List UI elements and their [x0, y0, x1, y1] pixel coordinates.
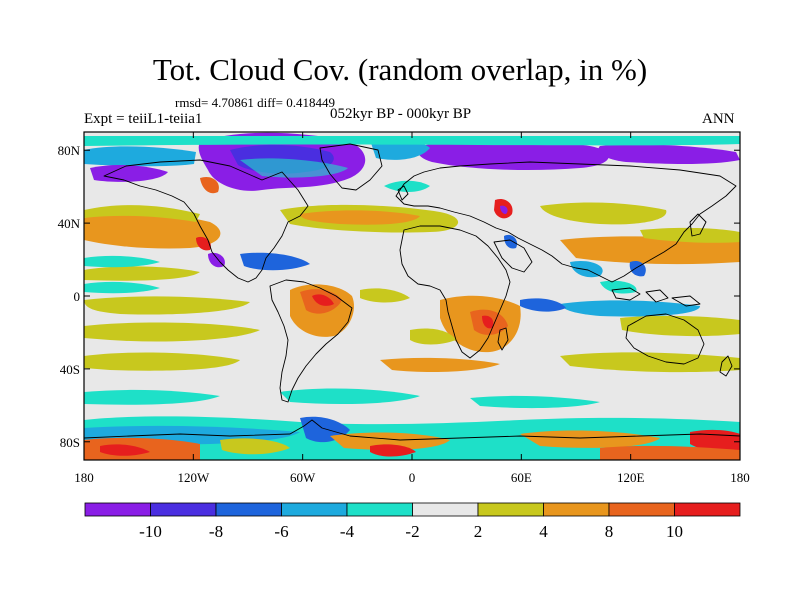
australia-coastline — [625, 313, 705, 365]
colorbar-swatch — [674, 502, 741, 517]
colorbar-swatch — [281, 502, 348, 517]
map-field — [84, 132, 740, 460]
japan-coastline — [689, 213, 707, 237]
lon-tick-label: 60E — [511, 470, 532, 485]
latitude-ticks: 80N 40N 0 40S 80S — [58, 143, 740, 450]
colorbar-swatch — [215, 502, 282, 517]
africa-coastline — [399, 225, 511, 359]
south-america-coastline — [269, 279, 353, 403]
greenland-coastline — [319, 143, 383, 191]
colorbar-swatch — [543, 502, 610, 517]
lat-tick-label: 40S — [60, 362, 80, 377]
colorbar-label: 2 — [474, 522, 483, 541]
lon-tick-label: 180 — [730, 470, 750, 485]
colorbar-label: -8 — [209, 522, 223, 541]
lon-tick-label: 120E — [617, 470, 645, 485]
coastlines — [84, 143, 740, 441]
north-america-coastline — [103, 159, 309, 283]
colorbar-label: -2 — [405, 522, 419, 541]
stats-label: rmsd= 4.70861 diff= 0.418449 — [175, 95, 335, 110]
period-label: 052kyr BP - 000kyr BP — [330, 106, 472, 122]
colorbar-swatch — [346, 502, 413, 517]
experiment-label: Expt = teiiL1-teiia1 — [84, 111, 203, 127]
colorbar-label: 8 — [605, 522, 614, 541]
lat-tick-label: 80S — [60, 435, 80, 450]
eurasia-coastline — [395, 161, 737, 283]
colorbar-swatch — [608, 502, 675, 517]
lon-tick-label: 60W — [290, 470, 316, 485]
colorbar-swatch — [150, 502, 217, 517]
colorbar-label: 10 — [666, 522, 683, 541]
new-zealand-coastline — [719, 355, 733, 377]
lon-tick-label: 120W — [177, 470, 210, 485]
colorbar-label: -6 — [274, 522, 288, 541]
maritime-continent-coastline — [611, 287, 701, 307]
colorbar-swatch — [477, 502, 544, 517]
colorbar-label: -4 — [340, 522, 355, 541]
map-title: Tot. Cloud Cov. (random overlap, in %) — [152, 52, 648, 87]
colorbar-swatch — [412, 502, 479, 517]
season-label: ANN — [702, 111, 735, 127]
colorbar-label: 4 — [539, 522, 548, 541]
colorbar: -10 -8 -6 -4 -2 2 4 8 10 — [84, 502, 741, 541]
antarctic-anomalies — [84, 416, 740, 460]
colorbar-label: -10 — [139, 522, 162, 541]
lon-tick-label: 0 — [409, 470, 416, 485]
southern-midlat-anomalies — [84, 352, 740, 409]
lon-tick-label: 180 — [74, 470, 94, 485]
northern-midlat-anomalies — [84, 158, 740, 281]
arabia-coastline — [493, 239, 533, 273]
lat-tick-label: 40N — [58, 216, 81, 231]
lat-tick-label: 80N — [58, 143, 81, 158]
lat-tick-label: 0 — [74, 289, 81, 304]
longitude-ticks: 180 120W 60W 0 60E 120E 180 — [74, 132, 750, 485]
antarctica-coastline — [84, 419, 740, 441]
colorbar-swatch — [84, 502, 151, 517]
uk-coastline — [397, 185, 409, 201]
madagascar-coastline — [497, 327, 509, 351]
